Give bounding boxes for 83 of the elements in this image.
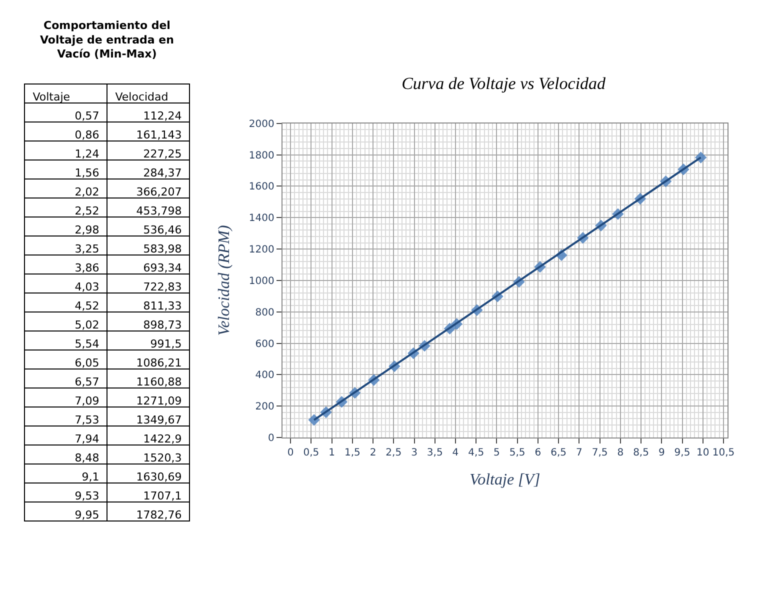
x-tick-label: 0 [287,448,294,459]
y-tick-label: 0 [268,433,274,444]
text: 1160,88 [136,375,182,388]
text: 9,1 [82,470,100,484]
x-tick-label: 9 [658,448,665,459]
y-tick-label: 600 [255,338,274,350]
text: Comportamiento del Voltaje de entrada en Vacío (Min-Max) [40,19,174,61]
text: 4,52 [74,299,100,312]
x-tick-label: 8 [617,448,624,459]
y-tick-label: 2000 [248,118,274,130]
text: 3,86 [74,261,100,274]
x-tick-label: 2,5 [386,448,402,459]
y-tick-label: 1000 [248,276,274,287]
y-tick-label: 400 [255,370,274,382]
x-tick-label: 8,5 [633,448,649,459]
y-axis-title: Velocidad (RPM) [216,225,233,336]
x-tick-label: 9,5 [674,448,690,459]
x-axis-title: Voltaje [V] [470,471,540,488]
text: 1422,9 [143,432,182,446]
text: Velocidad [115,90,168,104]
x-tick-label: 0,5 [303,448,320,459]
text: 1271,09 [136,394,182,408]
text: 898,73 [143,318,182,332]
text: 1349,67 [136,413,182,426]
text: 6,05 [74,356,100,370]
y-tick-label: 1600 [248,182,274,193]
text: 2,02 [74,185,100,198]
text: 0,57 [74,109,100,122]
text: 583,98 [143,242,182,256]
text: 112,24 [143,109,182,122]
text: 536,46 [143,223,182,236]
text: 5,02 [74,318,100,332]
y-tick-label: 1200 [248,244,274,256]
x-tick-label: 1 [328,448,335,459]
text: 161,143 [136,128,182,142]
text: 3,25 [74,242,100,256]
text: 1086,21 [136,356,182,370]
text: 0,86 [74,128,100,142]
x-tick-label: 10,5 [712,448,735,459]
text: 2,52 [74,204,100,218]
text: 722,83 [143,280,182,294]
x-tick-label: 7,5 [592,448,608,459]
text: 1630,69 [136,470,182,484]
text: 991,5 [150,337,182,350]
text: 1,24 [74,147,100,160]
text: 693,34 [143,261,182,274]
x-tick-label: 4,5 [468,448,484,459]
y-tick-label: 200 [255,402,274,413]
x-tick-label: 7 [576,448,582,459]
text: 7,09 [74,394,100,408]
x-tick-label: 6 [534,448,542,459]
text: 8,48 [74,451,100,464]
y-tick-label: 1800 [248,150,274,162]
x-tick-label: 3,5 [426,448,443,459]
text: 811,33 [143,299,182,312]
y-tick-label: 1400 [248,213,274,224]
x-tick-label: 4 [452,448,459,459]
text: 7,94 [74,432,100,446]
text: 366,207 [136,185,182,198]
text: 9,53 [74,489,100,502]
text: 1782,76 [136,508,182,522]
x-tick-label: 10 [696,448,710,459]
text: 227,25 [143,147,182,160]
text: 1,56 [74,166,100,180]
chart-title: Curva de Voltaje vs Velocidad [402,74,606,93]
text: 1707,1 [143,489,182,502]
text: 5,54 [74,337,100,350]
text: 2,98 [74,223,100,236]
y-tick-label: 800 [255,307,274,318]
x-tick-label: 6,5 [550,448,567,459]
x-tick-label: 5 [494,448,500,459]
text: 1520,3 [143,451,182,464]
text: Voltaje [32,90,70,104]
text: 9,95 [74,508,100,522]
x-tick-label: 1,5 [344,448,360,459]
text: 453,798 [136,204,182,218]
text: 7,53 [74,413,100,426]
text: 6,57 [74,375,100,388]
text: 4,03 [74,280,100,294]
text: 284,37 [143,166,182,180]
x-tick-label: 2 [370,448,376,459]
x-tick-label: 3 [411,448,418,459]
x-tick-label: 5,5 [509,448,526,459]
